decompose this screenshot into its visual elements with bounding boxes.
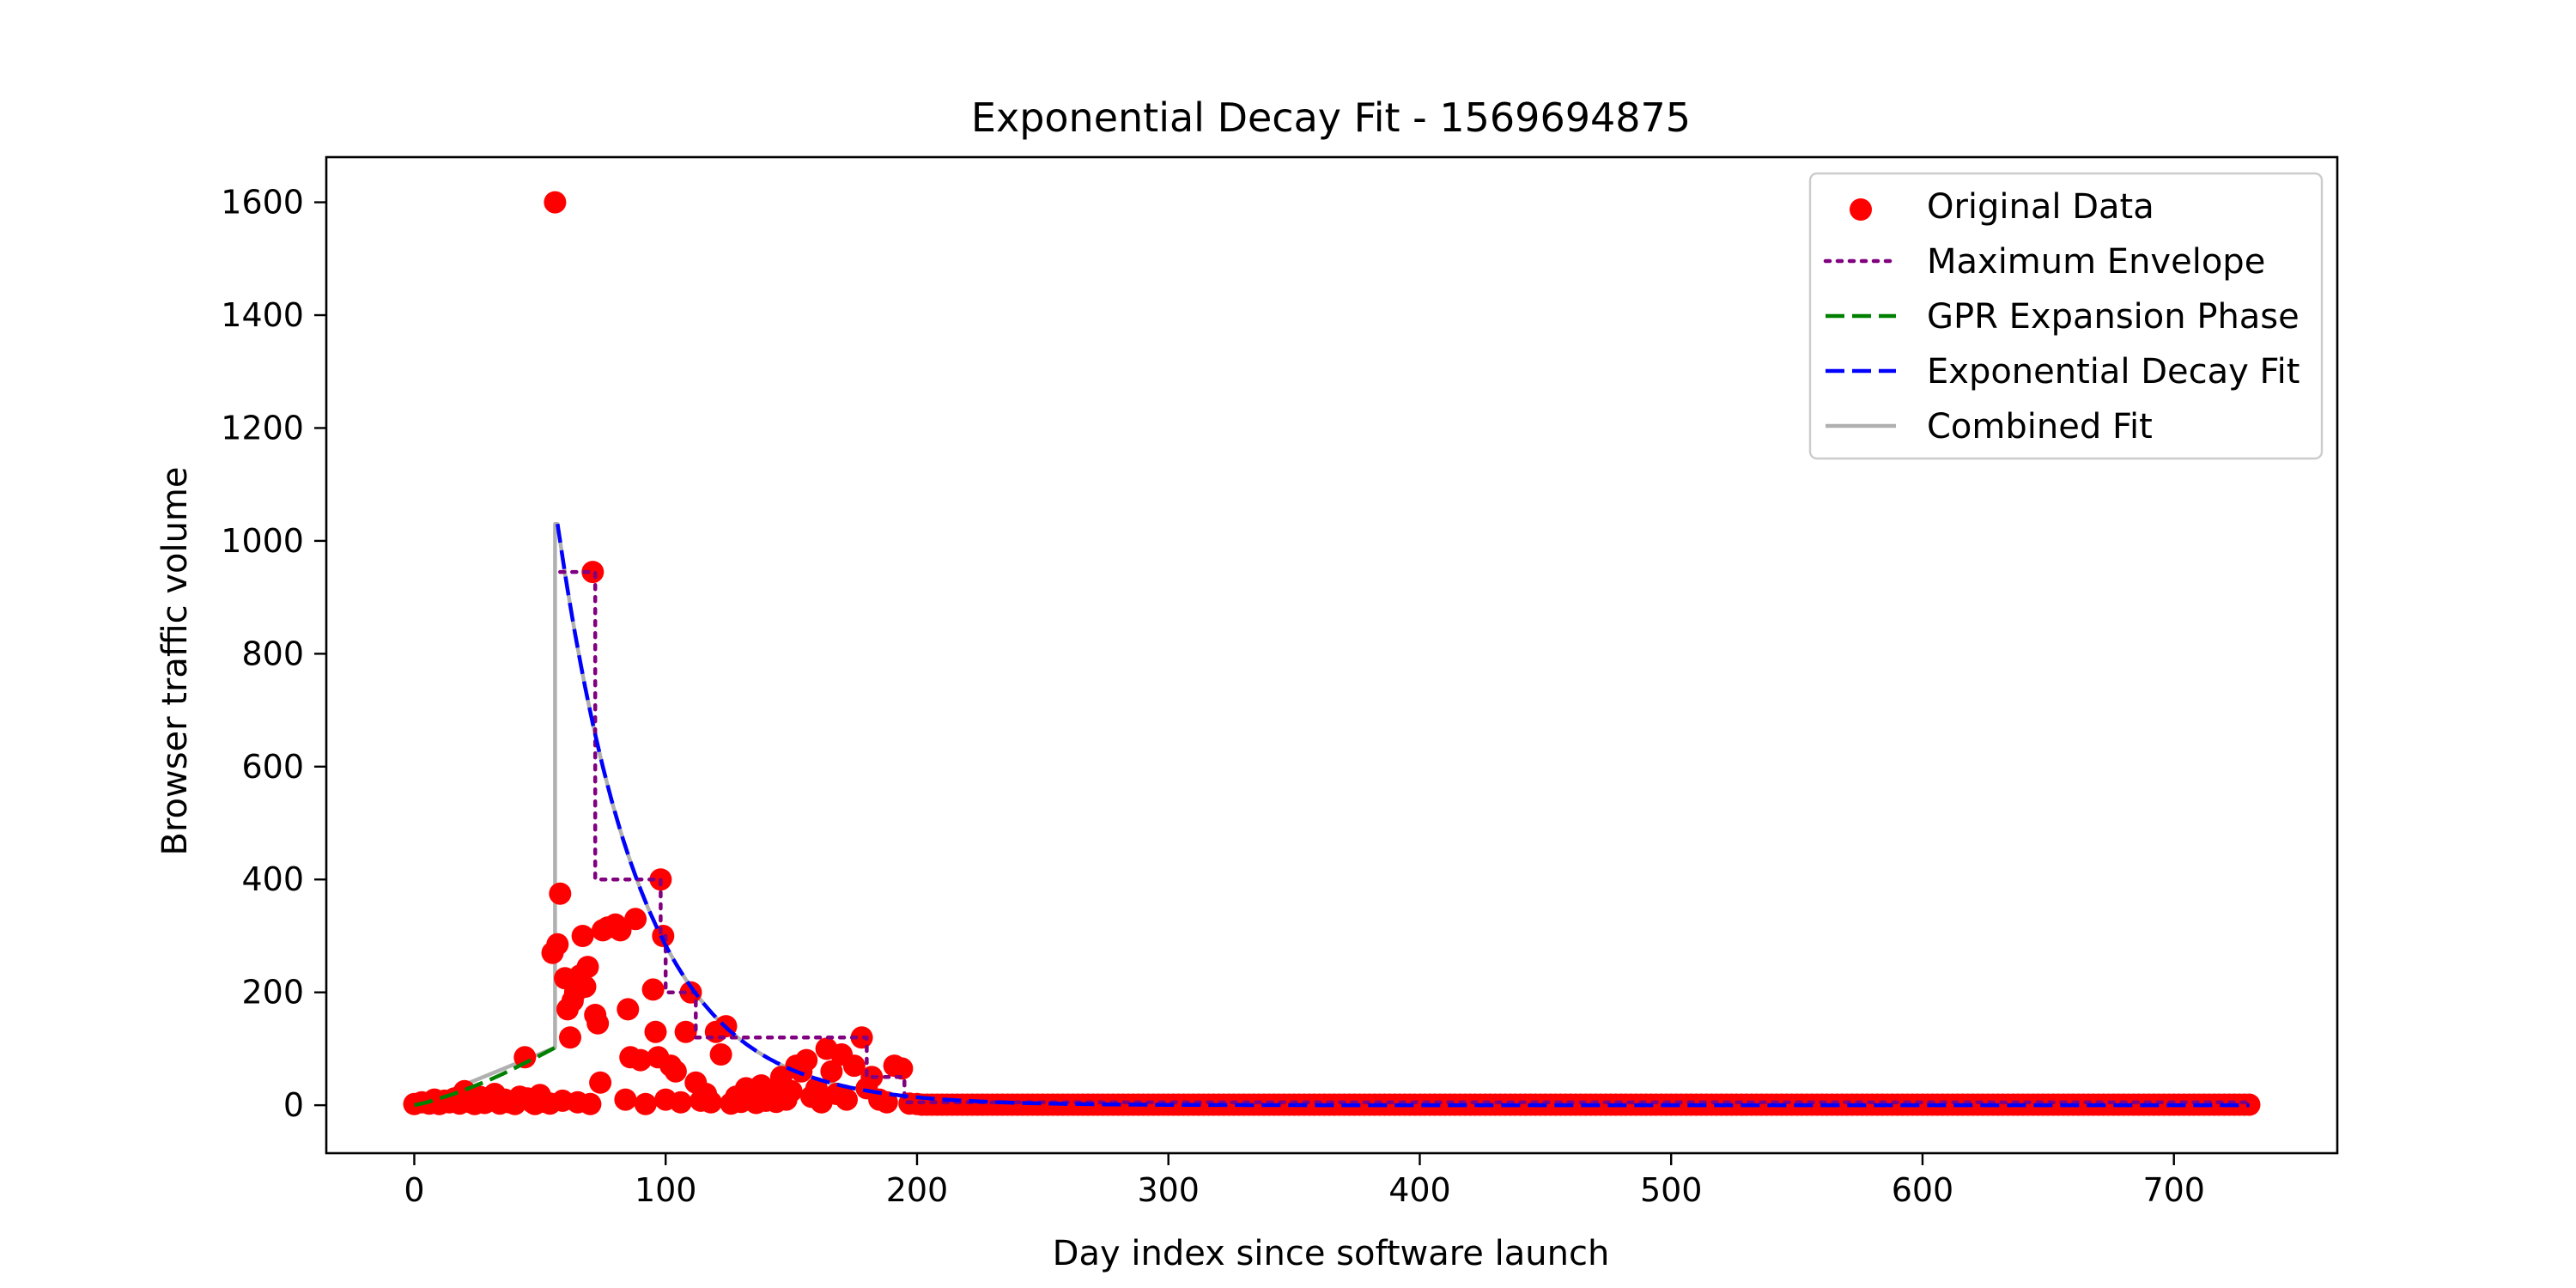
data-point xyxy=(669,1091,692,1114)
legend-marker xyxy=(1850,198,1872,221)
data-point xyxy=(614,1088,637,1111)
data-point xyxy=(571,925,594,947)
legend-label: Original Data xyxy=(1927,187,2154,227)
data-point xyxy=(589,1071,612,1094)
exponential-decay-line xyxy=(556,523,2250,1108)
original-data-points xyxy=(403,191,2261,1116)
y-tick-label: 800 xyxy=(241,635,304,672)
y-axis: 0 200 400 600 800 1000 1200 1400 1600 xyxy=(221,184,326,1124)
chart-title: Exponential Decay Fit - 1569694875 xyxy=(971,94,1691,141)
data-point xyxy=(629,1048,652,1072)
y-tick-label: 1600 xyxy=(221,184,304,222)
axes-frame xyxy=(325,155,2339,1155)
combined-fit-line xyxy=(413,521,2250,1108)
x-axis: 0 100 200 300 400 500 600 700 xyxy=(404,1153,2205,1209)
x-tick-label: 100 xyxy=(635,1171,697,1209)
x-tick-label: 400 xyxy=(1388,1171,1451,1209)
legend: Original Data Maximum Envelope GPR Expansi… xyxy=(1808,172,2324,460)
maximum-envelope-line xyxy=(558,569,2251,1105)
gpr-expansion-line xyxy=(414,1046,556,1108)
data-point xyxy=(549,882,572,905)
data-point xyxy=(890,1057,914,1080)
x-tick-label: 300 xyxy=(1137,1171,1200,1209)
x-axis-label: Day index since software launch xyxy=(1053,1234,1610,1273)
data-point xyxy=(780,1079,803,1103)
x-tick-label: 200 xyxy=(886,1171,949,1209)
data-point xyxy=(559,1026,581,1049)
legend-label: Combined Fit xyxy=(1927,407,2153,447)
x-tick-label: 700 xyxy=(2142,1171,2205,1209)
data-point xyxy=(820,1060,843,1083)
data-point xyxy=(546,933,569,956)
data-point xyxy=(842,1054,866,1078)
data-point xyxy=(795,1048,818,1072)
data-point xyxy=(574,975,597,999)
data-point xyxy=(835,1088,858,1111)
data-point xyxy=(581,561,605,584)
data-point xyxy=(699,1091,722,1114)
data-point xyxy=(674,1020,697,1043)
data-point xyxy=(644,1020,667,1043)
x-tick-label: 500 xyxy=(1640,1171,1703,1209)
legend-label: GPR Expansion Phase xyxy=(1927,297,2300,337)
data-point xyxy=(850,1026,873,1049)
y-tick-label: 1000 xyxy=(221,522,304,560)
legend-label: Maximum Envelope xyxy=(1927,242,2265,282)
y-tick-label: 1200 xyxy=(221,409,304,447)
y-tick-label: 200 xyxy=(241,974,304,1012)
data-point xyxy=(617,998,640,1021)
x-tick-label: 600 xyxy=(1892,1171,1954,1209)
data-point xyxy=(664,1060,687,1083)
data-point xyxy=(579,1092,602,1115)
data-point xyxy=(709,1043,732,1066)
plot-area xyxy=(403,191,2261,1116)
y-tick-label: 1400 xyxy=(221,296,304,334)
legend-label: Exponential Decay Fit xyxy=(1927,352,2300,392)
data-point xyxy=(875,1091,898,1114)
data-point xyxy=(576,956,599,979)
legend-box xyxy=(1808,172,2324,460)
data-point xyxy=(544,191,567,214)
y-tick-label: 400 xyxy=(241,860,304,898)
data-point xyxy=(586,1012,610,1035)
data-point xyxy=(513,1046,537,1069)
x-tick-label: 0 xyxy=(404,1171,424,1209)
data-point xyxy=(624,908,647,931)
y-tick-label: 600 xyxy=(241,748,304,786)
data-point xyxy=(641,978,665,1001)
y-tick-label: 0 xyxy=(283,1086,304,1124)
data-point xyxy=(634,1092,657,1115)
y-axis-label: Browser traffic volume xyxy=(155,466,195,855)
